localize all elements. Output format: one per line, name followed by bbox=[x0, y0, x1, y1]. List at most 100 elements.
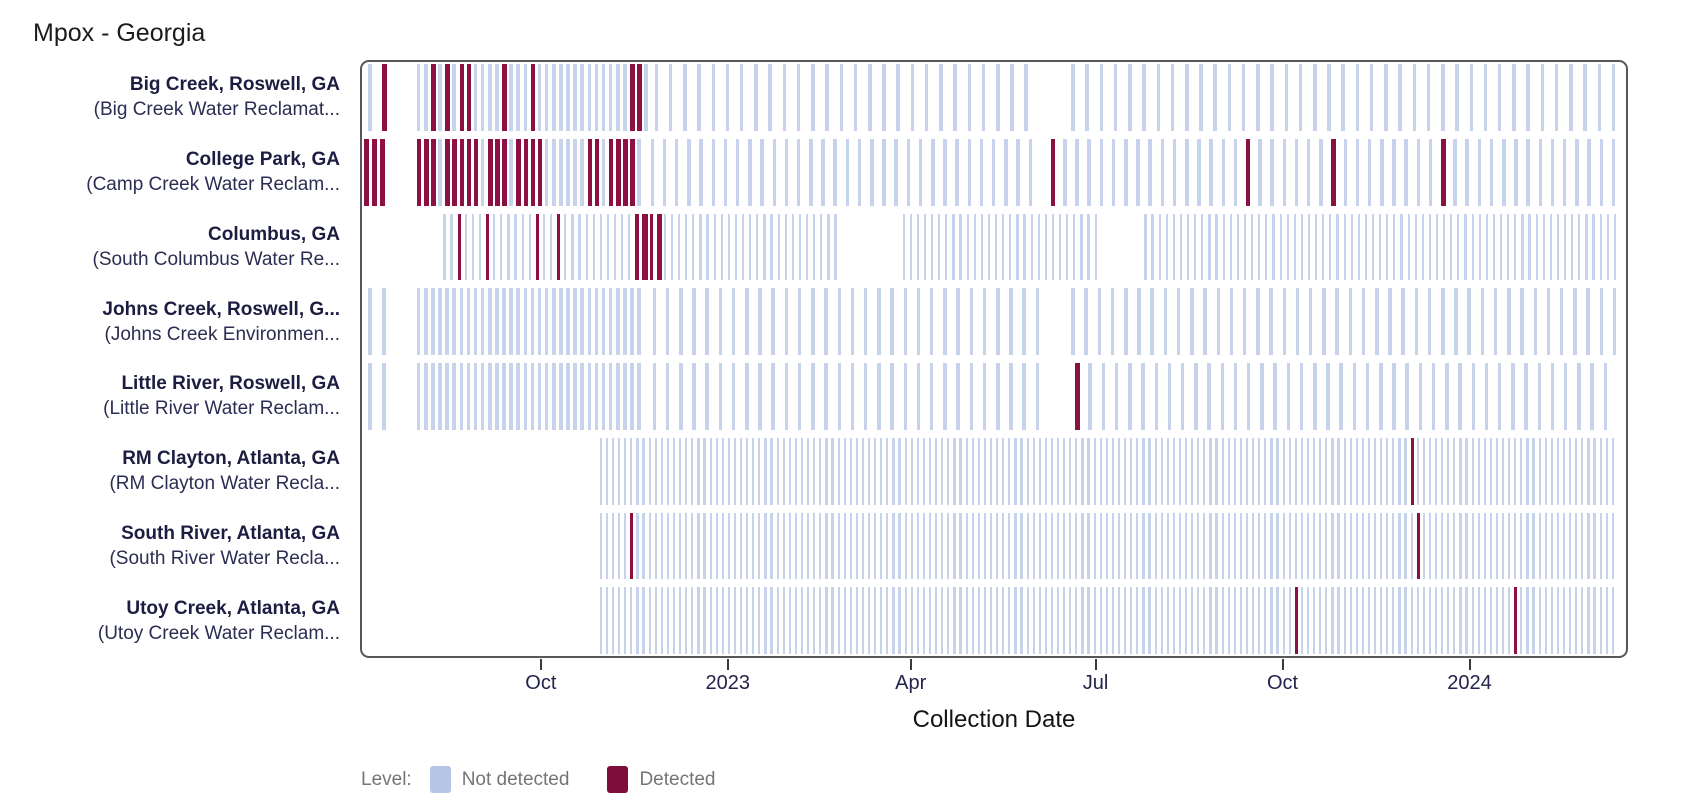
not-detected-sample-line bbox=[1412, 64, 1417, 131]
not-detected-sample-line bbox=[1207, 363, 1211, 430]
not-detected-sample-line bbox=[1110, 288, 1115, 355]
not-detected-sample-line bbox=[1350, 213, 1353, 281]
not-detected-sample-line bbox=[943, 288, 947, 355]
not-detected-sample-line bbox=[683, 64, 687, 131]
not-detected-sample-line bbox=[1459, 587, 1462, 654]
not-detected-sample-line bbox=[443, 213, 446, 281]
not-detected-sample-line bbox=[630, 363, 634, 430]
not-detected-sample-line bbox=[1471, 213, 1474, 281]
not-detected-sample-line bbox=[1349, 587, 1352, 654]
not-detected-sample-line bbox=[959, 213, 962, 281]
not-detected-sample-line bbox=[636, 437, 639, 505]
chart-title: Mpox - Georgia bbox=[33, 19, 206, 47]
detected-sample-line bbox=[635, 213, 639, 281]
not-detected-sample-line bbox=[1009, 213, 1012, 281]
not-detected-sample-line bbox=[691, 587, 694, 654]
not-detected-sample-line bbox=[877, 288, 881, 355]
not-detected-sample-line bbox=[1022, 288, 1026, 355]
not-detected-sample-line bbox=[813, 512, 816, 580]
not-detected-sample-line bbox=[654, 587, 657, 654]
not-detected-sample-line bbox=[1158, 213, 1161, 281]
not-detected-sample-line bbox=[1459, 512, 1462, 580]
not-detected-sample-line bbox=[1325, 587, 1328, 654]
not-detected-sample-line bbox=[1365, 363, 1370, 430]
not-detected-sample-line bbox=[1416, 587, 1419, 654]
detected-sample-line bbox=[457, 213, 461, 281]
not-detected-sample-line bbox=[650, 138, 655, 206]
not-detected-sample-line bbox=[601, 288, 606, 355]
not-detected-sample-line bbox=[606, 213, 610, 281]
site-label-row: Big Creek, Roswell, GA (Big Creek Water R… bbox=[0, 60, 350, 135]
not-detected-sample-line bbox=[754, 64, 758, 131]
not-detected-sample-line bbox=[1441, 64, 1445, 131]
not-detected-sample-line bbox=[1252, 437, 1255, 505]
not-detected-sample-line bbox=[837, 363, 842, 430]
not-detected-sample-line bbox=[916, 512, 919, 580]
not-detected-sample-line bbox=[488, 288, 492, 355]
not-detected-sample-line bbox=[1428, 213, 1432, 281]
not-detected-sample-line bbox=[1540, 64, 1545, 131]
not-detected-sample-line bbox=[1428, 512, 1432, 580]
not-detected-sample-line bbox=[1069, 512, 1072, 580]
not-detected-sample-line bbox=[1544, 437, 1547, 505]
not-detected-sample-line bbox=[989, 512, 993, 580]
not-detected-sample-line bbox=[1577, 363, 1581, 430]
not-detected-sample-line bbox=[500, 213, 503, 281]
not-detected-sample-line bbox=[1361, 288, 1366, 355]
not-detected-sample-line bbox=[666, 437, 670, 505]
detected-sample-line bbox=[459, 138, 465, 206]
not-detected-sample-line bbox=[642, 437, 645, 505]
not-detected-sample-line bbox=[1398, 437, 1401, 505]
not-detected-sample-line bbox=[1282, 512, 1285, 580]
not-detected-sample-line bbox=[1480, 288, 1485, 355]
not-detected-sample-line bbox=[791, 213, 794, 281]
not-detected-sample-line bbox=[1457, 213, 1460, 281]
not-detected-sample-line bbox=[782, 437, 785, 505]
not-detected-sample-line bbox=[991, 138, 996, 206]
not-detected-sample-line bbox=[788, 512, 791, 580]
not-detected-sample-line bbox=[1128, 64, 1132, 131]
not-detected-sample-line bbox=[642, 587, 645, 654]
detected-sample-line bbox=[452, 138, 457, 206]
not-detected-sample-line bbox=[1483, 587, 1486, 654]
not-detected-sample-line bbox=[552, 288, 556, 355]
not-detected-sample-line bbox=[1099, 587, 1102, 654]
not-detected-sample-line bbox=[1605, 587, 1608, 654]
not-detected-sample-line bbox=[368, 64, 372, 131]
not-detected-sample-line bbox=[1260, 363, 1264, 430]
not-detected-sample-line bbox=[1613, 213, 1616, 281]
not-detected-sample-line bbox=[1130, 437, 1133, 505]
not-detected-sample-line bbox=[1380, 512, 1383, 580]
not-detected-sample-line bbox=[945, 213, 948, 281]
not-detected-sample-line bbox=[692, 213, 695, 281]
not-detected-sample-line bbox=[438, 64, 442, 131]
not-detected-sample-line bbox=[880, 512, 883, 580]
not-detected-sample-line bbox=[1532, 512, 1535, 580]
not-detected-sample-line bbox=[1209, 138, 1213, 206]
not-detected-sample-line bbox=[1495, 437, 1499, 505]
not-detected-sample-line bbox=[416, 288, 421, 355]
not-detected-sample-line bbox=[1215, 512, 1218, 580]
not-detected-sample-line bbox=[831, 512, 834, 580]
not-detected-sample-line bbox=[618, 512, 621, 580]
not-detected-sample-line bbox=[1520, 288, 1524, 355]
not-detected-sample-line bbox=[1597, 64, 1602, 131]
not-detected-sample-line bbox=[776, 437, 779, 505]
not-detected-sample-line bbox=[1160, 512, 1163, 580]
not-detected-sample-line bbox=[1009, 288, 1013, 355]
not-detected-sample-line bbox=[966, 213, 969, 281]
not-detected-sample-line bbox=[870, 138, 874, 206]
not-detected-sample-line bbox=[1343, 512, 1346, 580]
detected-sample-line bbox=[445, 64, 450, 131]
not-detected-sample-line bbox=[1373, 437, 1377, 505]
not-detected-sample-line bbox=[746, 512, 749, 580]
not-detected-sample-line bbox=[679, 288, 683, 355]
not-detected-sample-line bbox=[605, 587, 609, 654]
not-detected-sample-line bbox=[853, 64, 858, 131]
not-detected-sample-line bbox=[796, 138, 801, 206]
not-detected-sample-line bbox=[1434, 587, 1438, 654]
not-detected-sample-line bbox=[813, 437, 816, 505]
not-detected-sample-line bbox=[1307, 213, 1311, 281]
not-detected-sample-line bbox=[713, 213, 716, 281]
not-detected-sample-line bbox=[1611, 512, 1614, 580]
